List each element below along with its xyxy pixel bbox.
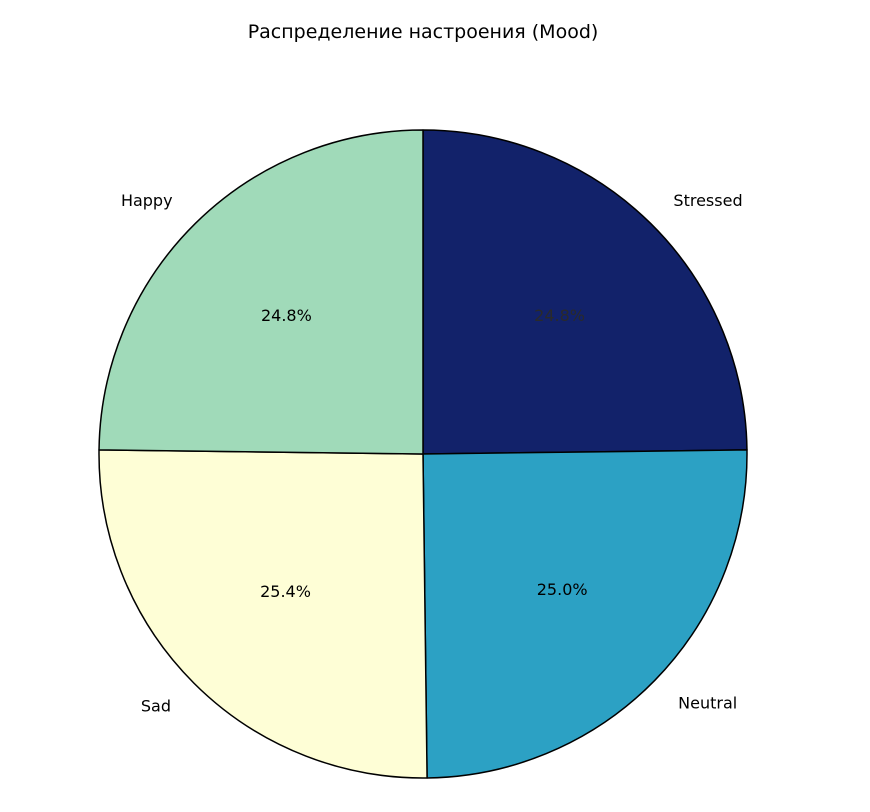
pct-label-neutral: 25.0% [537,580,588,599]
pie-slice-stressed [422,129,748,455]
pie-slice-happy [98,129,424,455]
chart-title: Распределение настроения (Mood) [248,21,599,43]
pct-label-sad: 25.4% [260,582,311,601]
pie-slice-sad [98,449,428,779]
labels-layer: 24.8% Stressed 25.0% Neutral 25.4% Sad 24.8% Ha… [121,191,743,716]
slice-label-happy: Happy [121,191,173,210]
slice-label-stressed: Stressed [673,191,742,210]
pct-label-stressed: 24.8% [534,306,585,325]
slice-label-neutral: Neutral [678,693,737,712]
slices-layer [98,129,748,779]
slice-label-sad: Sad [141,697,171,716]
pie-slice-neutral [422,449,748,779]
pct-label-happy: 24.8% [261,306,312,325]
